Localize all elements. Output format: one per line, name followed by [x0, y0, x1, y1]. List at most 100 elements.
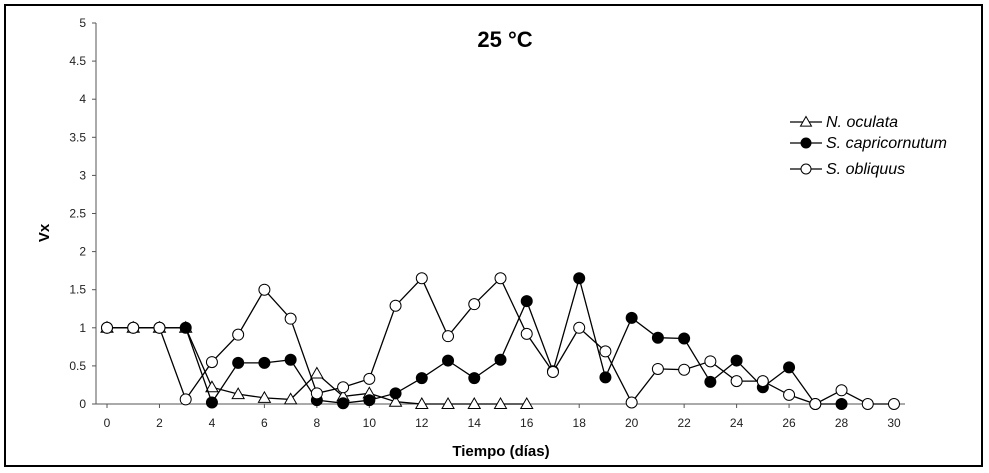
- y-tick-label: 2: [79, 245, 86, 259]
- x-tick-label: 14: [468, 416, 482, 430]
- x-axis-label: Tiempo (días): [452, 443, 549, 460]
- x-tick-label: 18: [573, 416, 587, 430]
- y-tick-label: 1.5: [69, 283, 86, 297]
- y-tick-label: 2.5: [69, 207, 86, 221]
- data-point: [283, 392, 298, 405]
- data-point: [337, 397, 350, 410]
- data-point: [730, 375, 743, 388]
- x-tick-label: 30: [887, 416, 901, 430]
- y-tick-label: 5: [79, 16, 86, 30]
- x-tick-label: 28: [835, 416, 849, 430]
- data-point: [337, 381, 350, 394]
- data-point: [363, 394, 376, 407]
- data-point: [179, 393, 192, 406]
- data-point: [284, 353, 297, 366]
- data-point: [258, 283, 271, 296]
- y-tick-label: 4.5: [69, 54, 86, 68]
- data-point: [468, 298, 481, 311]
- x-tick-label: 16: [520, 416, 534, 430]
- legend-label: N. oculata: [826, 114, 898, 131]
- data-point: [651, 331, 664, 344]
- data-point: [704, 355, 717, 368]
- data-point: [257, 390, 272, 403]
- data-point: [651, 362, 664, 375]
- series-line: [107, 277, 894, 405]
- series-3: [101, 272, 900, 410]
- y-tick-label: 1: [79, 321, 86, 335]
- data-point: [284, 312, 297, 325]
- data-point: [101, 321, 113, 334]
- data-point: [704, 375, 717, 388]
- data-point: [809, 398, 822, 410]
- data-point: [388, 394, 403, 407]
- y-tick-label: 3.5: [69, 130, 86, 144]
- data-point: [179, 321, 192, 334]
- y-tick-label: 0: [79, 397, 86, 411]
- data-point: [783, 361, 796, 374]
- data-point: [520, 327, 533, 340]
- data-point: [888, 398, 900, 410]
- data-point: [231, 387, 246, 400]
- data-point: [520, 295, 533, 308]
- y-tick-label: 4: [79, 92, 86, 106]
- data-point: [414, 396, 429, 409]
- data-point: [546, 365, 559, 378]
- data-point: [258, 356, 271, 369]
- y-tick-label: 0.5: [69, 359, 86, 373]
- legend-marker: [800, 163, 812, 175]
- data-point: [678, 332, 691, 345]
- data-point: [442, 330, 455, 343]
- series-layer: [100, 272, 900, 410]
- data-point: [468, 372, 481, 385]
- data-point: [232, 328, 245, 341]
- data-point: [835, 398, 848, 410]
- data-point: [599, 371, 612, 384]
- data-point: [389, 387, 402, 400]
- legend-label: S. capricornutum: [826, 135, 947, 152]
- x-tick-label: 8: [314, 416, 321, 430]
- chart-title: 25 °C: [477, 27, 532, 52]
- y-axis-label: Vx: [36, 223, 53, 242]
- data-point: [599, 345, 612, 358]
- data-point: [205, 396, 218, 409]
- x-tick-label: 2: [156, 416, 163, 430]
- data-point: [493, 396, 508, 409]
- data-point: [441, 396, 455, 409]
- chart-frame: [4, 4, 983, 467]
- legend-marker: [799, 115, 813, 127]
- data-point: [756, 375, 769, 388]
- data-point: [835, 384, 848, 397]
- data-point: [310, 366, 324, 379]
- data-point: [415, 272, 428, 285]
- x-tick-label: 24: [730, 416, 744, 430]
- data-point: [625, 311, 638, 324]
- data-point: [205, 380, 219, 393]
- x-tick-label: 26: [782, 416, 796, 430]
- data-point: [625, 396, 638, 409]
- data-point: [205, 356, 218, 369]
- y-tick-label: 3: [79, 168, 86, 182]
- x-tick-label: 22: [677, 416, 691, 430]
- data-point: [232, 356, 245, 369]
- data-point: [494, 272, 507, 285]
- data-point: [389, 299, 402, 312]
- data-point: [310, 387, 323, 400]
- legend-label: S. obliquus: [826, 161, 905, 178]
- data-point: [678, 363, 691, 376]
- data-point: [573, 272, 586, 285]
- x-tick-label: 6: [261, 416, 268, 430]
- x-tick-label: 4: [209, 416, 216, 430]
- data-point: [730, 354, 743, 367]
- data-point: [783, 388, 796, 401]
- data-point: [573, 321, 586, 334]
- data-point: [442, 354, 455, 367]
- x-tick-label: 12: [415, 416, 429, 430]
- data-point: [467, 396, 482, 409]
- data-point: [363, 372, 376, 385]
- legend: N. oculata S. capricornutum S. obliquus: [790, 114, 947, 178]
- axes: 00.511.522.533.544.550 2 4 6 8 10 12 14 16 18 20 22…: [69, 16, 905, 430]
- x-tick-label: 20: [625, 416, 639, 430]
- legend-marker: [800, 137, 812, 149]
- series-line: [107, 275, 842, 405]
